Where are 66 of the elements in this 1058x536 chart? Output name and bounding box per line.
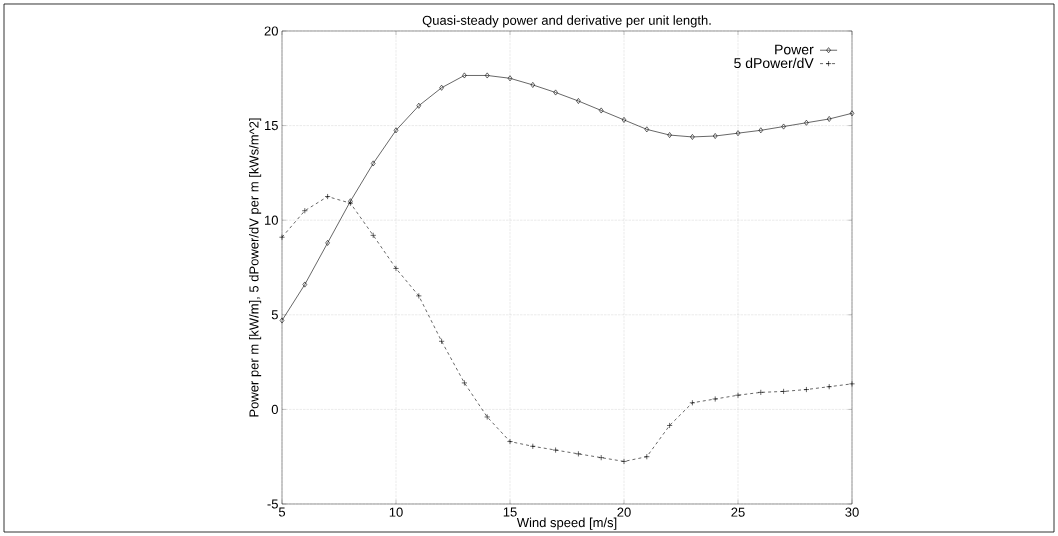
- point: [758, 127, 764, 134]
- point: [301, 207, 308, 214]
- point: [780, 388, 787, 395]
- point: [621, 458, 627, 465]
- x-tick-label: 25: [731, 507, 745, 517]
- point: [370, 232, 377, 239]
- x-tick-label: 5: [278, 507, 286, 517]
- point: [415, 292, 422, 299]
- y-tick-label: 0: [271, 404, 278, 414]
- y-tick-label: -5: [267, 499, 278, 509]
- point: [689, 399, 696, 406]
- point: [370, 160, 376, 167]
- point: [712, 396, 719, 402]
- point: [735, 392, 741, 399]
- y-tick-label: 20: [264, 26, 278, 36]
- point: [279, 234, 285, 241]
- point: [484, 72, 490, 79]
- point: [530, 82, 536, 88]
- point: [553, 89, 558, 96]
- point: [438, 338, 445, 345]
- point: [690, 134, 695, 140]
- point: [757, 389, 764, 396]
- y-tick-label: 10: [265, 215, 278, 225]
- point: [393, 265, 399, 272]
- x-tick-label: 20: [617, 507, 631, 517]
- point: [735, 130, 741, 137]
- x-axis-title: Wind speed [m/s]: [516, 517, 617, 530]
- point: [666, 422, 673, 429]
- point: [529, 443, 536, 450]
- point: [826, 383, 833, 390]
- chart-title: Quasi-steady power and derivative per unit length.: [422, 15, 711, 28]
- point: [507, 75, 513, 82]
- x-tick-label: 10: [389, 507, 403, 517]
- point: [324, 193, 331, 200]
- point: [575, 450, 582, 457]
- point: [302, 281, 308, 288]
- point: [803, 386, 810, 393]
- point: [712, 133, 718, 139]
- point: [576, 98, 581, 104]
- point: [461, 380, 468, 386]
- legend-label: Power: [775, 44, 814, 55]
- point: [279, 317, 285, 324]
- point: [849, 380, 855, 387]
- x-tick-label: 30: [845, 507, 859, 517]
- point: [667, 132, 672, 138]
- point: [416, 102, 422, 109]
- point: [552, 447, 559, 453]
- point: [484, 414, 491, 420]
- point: [643, 453, 650, 460]
- x-tick-label: 15: [503, 507, 517, 517]
- point: [325, 240, 330, 246]
- point: [621, 117, 627, 123]
- point: [826, 116, 832, 122]
- point: [804, 119, 809, 126]
- point: [598, 107, 604, 114]
- point: [644, 126, 650, 133]
- legend-label: 5 dPower/dV: [734, 57, 814, 69]
- point: [439, 84, 444, 91]
- point: [393, 127, 399, 134]
- point: [462, 72, 467, 79]
- point: [507, 438, 513, 445]
- point: [598, 454, 605, 461]
- point: [781, 123, 786, 130]
- y-tick-label: 15: [265, 121, 278, 131]
- y-axis-title: Power per m [kW/m], 5 dPower/dV per m [kWs/m^2]: [249, 118, 262, 417]
- y-tick-label: 5: [271, 310, 278, 320]
